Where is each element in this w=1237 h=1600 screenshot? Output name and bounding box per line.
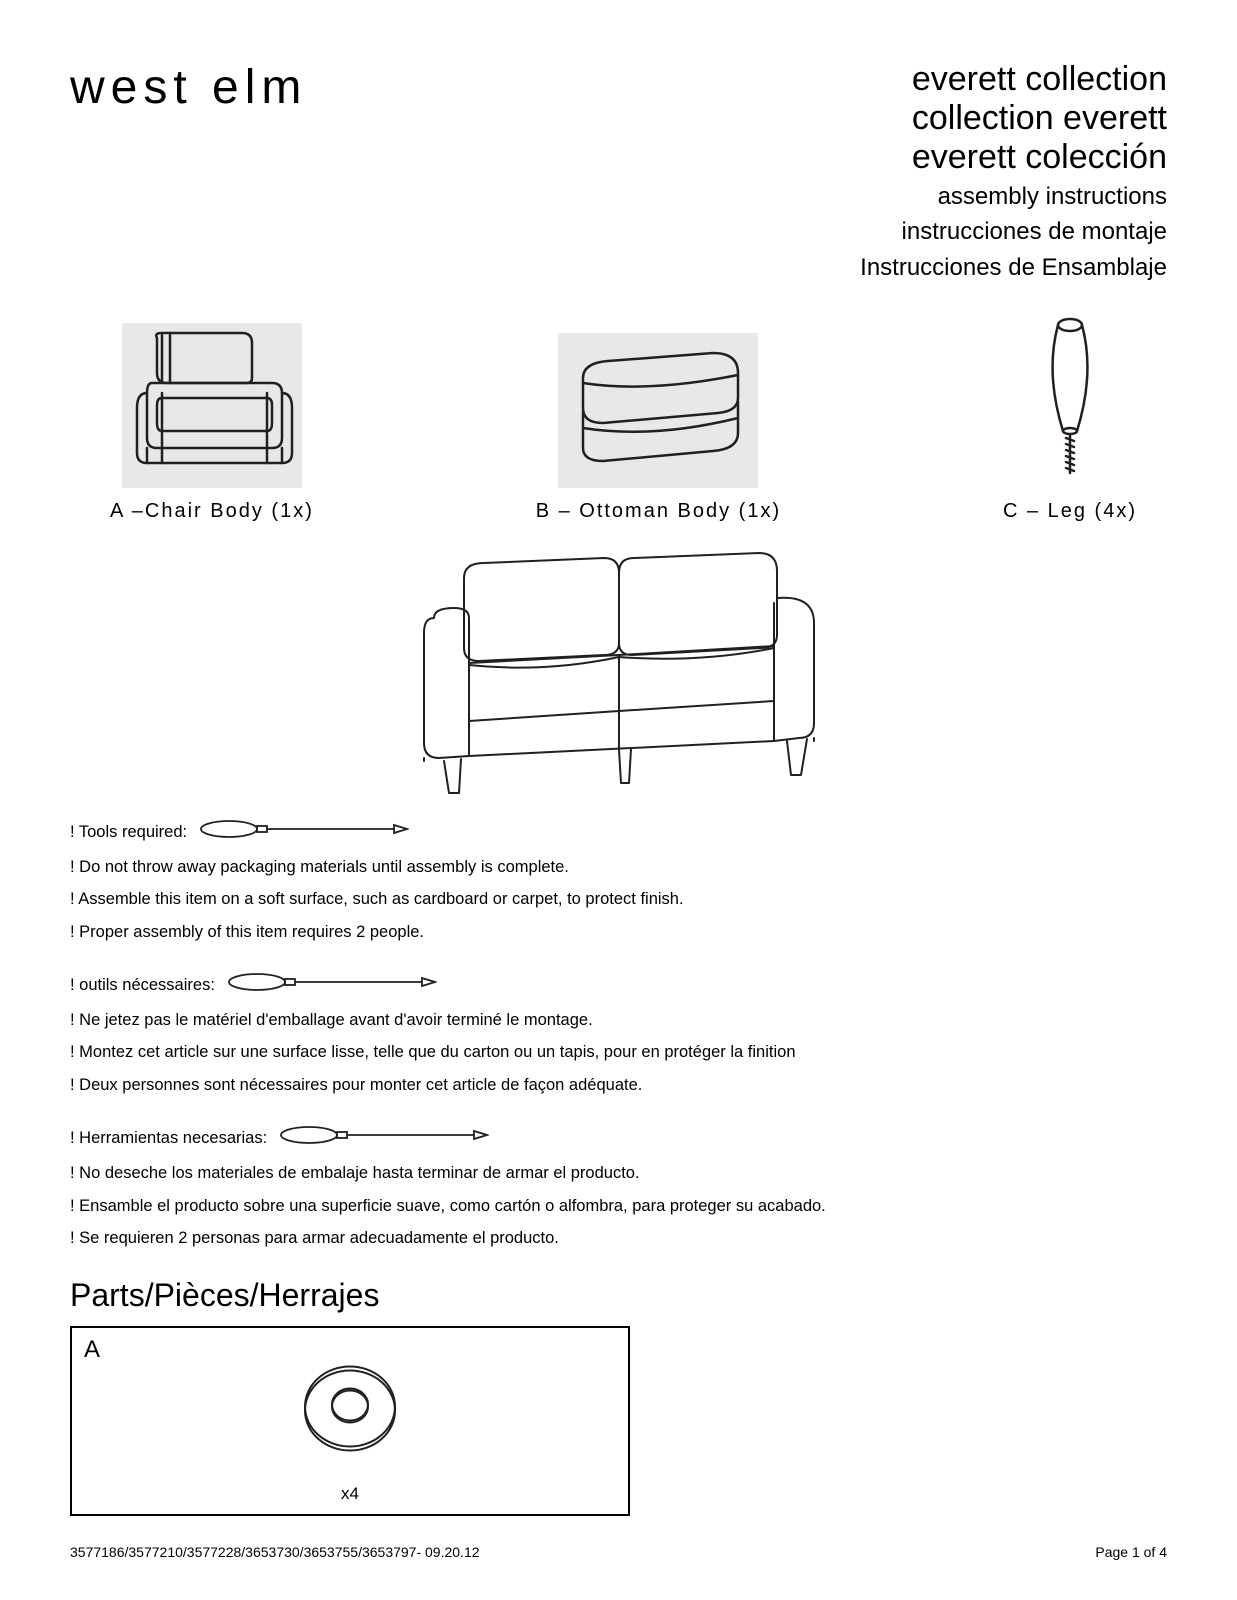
note-en-3: ! Assemble this item on a soft surface, … [70, 888, 1167, 910]
chair-body-icon [122, 323, 302, 488]
header: west elm everett collection collection e… [70, 60, 1167, 283]
note-fr-3: ! Montez cet article sur une surface lis… [70, 1041, 1167, 1063]
part-b-label: B – Ottoman Body (1x) [536, 500, 781, 523]
collection-title-es: everett colección [860, 138, 1167, 177]
subtitle-fr: instrucciones de montaje [860, 216, 1167, 247]
brand-logo: west elm [70, 60, 307, 115]
note-fr-2: ! Ne jetez pas le matériel d'emballage a… [70, 1009, 1167, 1031]
title-block: everett collection collection everett ev… [860, 60, 1167, 283]
leg-icon [1025, 470, 1115, 487]
subtitle-es: Instrucciones de Ensamblaje [860, 252, 1167, 283]
part-c-label: C – Leg (4x) [1003, 500, 1137, 523]
note-en-tools: ! Tools required: [70, 818, 1167, 846]
subtitle-en: assembly instructions [860, 181, 1167, 212]
note-es-tools: ! Herramientas necesarias: [70, 1124, 1167, 1152]
note-fr-tools: ! outils nécessaires: [70, 971, 1167, 999]
screwdriver-icon [227, 971, 437, 999]
sofa-illustration [70, 543, 1167, 808]
washer-icon [295, 1354, 405, 1469]
note-es-4: ! Se requieren 2 personas para armar ade… [70, 1227, 1167, 1249]
note-fr-4: ! Deux personnes sont nécessaires pour m… [70, 1074, 1167, 1096]
notes-block: ! Tools required: ! Do not throw away pa… [70, 818, 1167, 1249]
parts-heading: Parts/Pièces/Herrajes [70, 1277, 1167, 1314]
screwdriver-icon [279, 1124, 489, 1152]
part-a-label: A –Chair Body (1x) [110, 500, 314, 523]
footer-sku: 3577186/3577210/3577228/3653730/3653755/… [70, 1544, 480, 1560]
part-c: C – Leg (4x) [1003, 313, 1137, 523]
parts-row: A –Chair Body (1x) B – Ottoman Body (1x) [70, 313, 1167, 523]
parts-box-qty: x4 [341, 1484, 359, 1504]
parts-box-label: A [84, 1336, 100, 1364]
note-es-2: ! No deseche los materiales de embalaje … [70, 1162, 1167, 1184]
footer: 3577186/3577210/3577228/3653730/3653755/… [70, 1544, 1167, 1560]
part-b: B – Ottoman Body (1x) [536, 333, 781, 523]
ottoman-body-icon [558, 333, 758, 488]
screwdriver-icon [199, 818, 409, 846]
collection-title-en: everett collection [860, 60, 1167, 99]
part-a: A –Chair Body (1x) [110, 323, 314, 523]
footer-page: Page 1 of 4 [1095, 1544, 1167, 1560]
parts-box: A x4 [70, 1326, 630, 1516]
note-es-3: ! Ensamble el producto sobre una superfi… [70, 1195, 1167, 1217]
collection-title-fr: collection everett [860, 99, 1167, 138]
note-en-4: ! Proper assembly of this item requires … [70, 921, 1167, 943]
note-en-2: ! Do not throw away packaging materials … [70, 856, 1167, 878]
